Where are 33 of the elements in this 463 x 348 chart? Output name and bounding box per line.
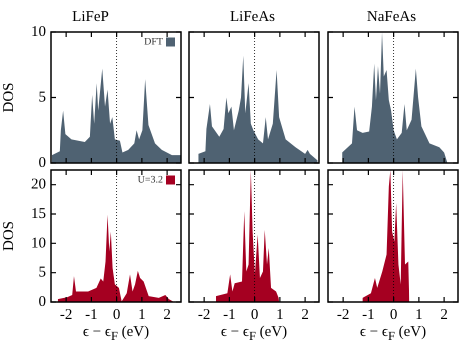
y-tick-label: 10 <box>31 24 46 40</box>
x-tick-label: 2 <box>163 306 171 323</box>
x-tick-label: 0 <box>390 306 398 323</box>
y-tick-label: 0 <box>38 154 46 171</box>
y-tick-label: 10 <box>31 235 46 252</box>
x-tick-label: 2 <box>301 306 309 323</box>
x-axis-title: ϵ − ϵ$_{F}$ (eV) <box>82 324 150 344</box>
x-tick-label: 1 <box>276 306 284 323</box>
chart-title: LiFeAs <box>230 8 276 25</box>
x-tick-label: -1 <box>223 306 236 323</box>
x-tick-label: 1 <box>415 306 423 323</box>
x-axis-title: ϵ − ϵ$_{F}$ (eV) <box>220 324 288 344</box>
y-axis-title: DOS <box>0 220 17 252</box>
x-tick-label: -2 <box>336 306 350 323</box>
x-tick-label: 0 <box>250 306 258 323</box>
x-tick-label: -1 <box>362 306 375 323</box>
legend-label: DFT <box>144 36 164 48</box>
legend-label: U=3.2 <box>138 174 164 186</box>
x-tick-label: -2 <box>198 306 210 323</box>
y-tick-label: 5 <box>38 264 46 281</box>
chart-title: NaFeAs <box>366 8 416 25</box>
y-tick-label: 0 <box>38 294 46 310</box>
y-tick-label: 20 <box>31 176 46 193</box>
x-axis-title: ϵ − ϵ$_{F}$ (eV) <box>358 324 428 344</box>
chart-title: LiFeP <box>72 8 109 25</box>
y-tick-label: 5 <box>38 89 46 106</box>
x-tick-label: 1 <box>138 306 146 323</box>
x-tick-label: -1 <box>85 306 98 323</box>
x-tick-label: 0 <box>112 306 120 323</box>
x-tick-label: -2 <box>60 306 72 323</box>
y-axis-title: DOS <box>0 82 17 113</box>
x-tick-label: 2 <box>440 306 448 323</box>
y-tick-label: 15 <box>31 206 46 222</box>
